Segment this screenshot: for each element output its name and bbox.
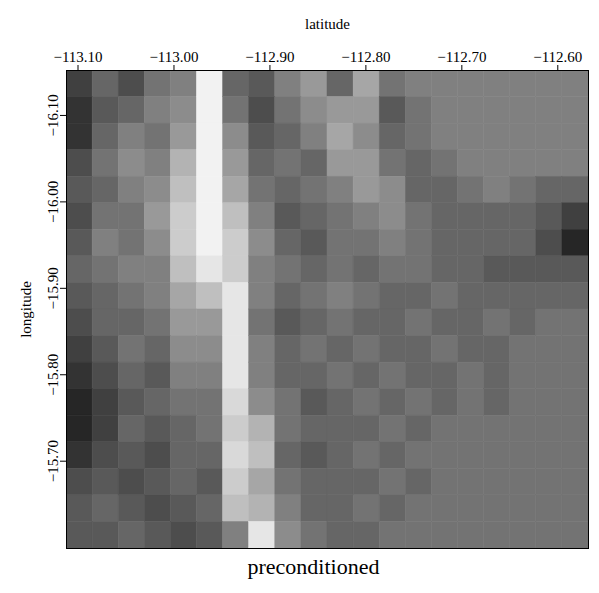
svg-text:−15.70: −15.70 xyxy=(45,440,61,482)
svg-text:longitude: longitude xyxy=(18,281,34,338)
svg-text:−15.80: −15.80 xyxy=(45,354,61,396)
svg-text:−113.00: −113.00 xyxy=(149,49,198,65)
svg-text:latitude: latitude xyxy=(305,16,350,32)
svg-text:−16.10: −16.10 xyxy=(45,94,61,136)
html-text:preconditioned: preconditioned xyxy=(247,554,380,579)
svg-text:−112.90: −112.90 xyxy=(245,49,294,65)
svg-text:−15.90: −15.90 xyxy=(45,267,61,309)
svg-text:−112.70: −112.70 xyxy=(437,49,486,65)
svg-text:−113.10: −113.10 xyxy=(53,49,102,65)
svg-text:−16.00: −16.00 xyxy=(45,181,61,223)
svg-text:−112.80: −112.80 xyxy=(341,49,390,65)
svg-text:−112.60: −112.60 xyxy=(533,49,582,65)
